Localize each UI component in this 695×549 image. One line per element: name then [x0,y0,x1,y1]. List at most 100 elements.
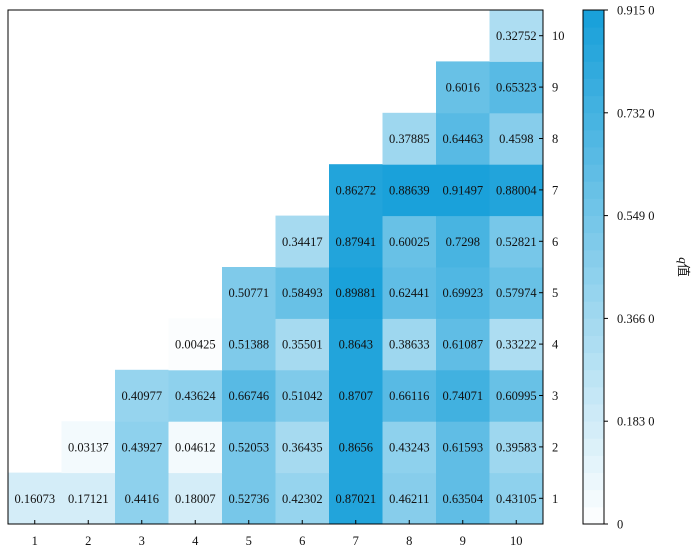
heatmap-cell-10-10 [489,10,544,62]
colorbar-segment [583,181,604,199]
cell-value-label: 0.89881 [335,286,376,300]
heatmap-cell-6-4 [275,318,330,371]
cell-value-label: 0.39583 [496,440,537,454]
colorbar-segment [583,301,604,319]
plot-frame [7,9,544,525]
x-tick-label: 9 [460,534,466,548]
cell-value-label: 0.6016 [446,81,480,95]
colorbar-tick-label: 0.549 0 [617,209,655,223]
cell-value-label: 0.63504 [442,492,483,506]
colorbar-segment [583,112,604,131]
cell-value-label: 0.65323 [496,81,537,95]
y-tick-label: 3 [552,389,558,403]
heatmap-cell-9-2 [436,421,490,474]
heatmap-cell-9-1 [436,472,490,525]
cell-value-label: 0.46211 [389,492,429,506]
cell-value-label: 0.17121 [68,492,109,506]
cell-value-label: 0.34417 [282,235,323,249]
heatmap-cell-5-5 [222,267,276,319]
cell-value-label: 0.38633 [389,338,430,352]
colorbar-segment [583,404,604,422]
cell-value-label: 0.43927 [121,440,162,454]
x-tick-label: 8 [406,534,412,548]
colorbar-segment [583,472,604,491]
heatmap-cell-9-7 [436,164,490,217]
cell-value-label: 0.03137 [68,440,109,454]
y-tick-label: 7 [552,183,558,197]
heatmap-cell-10-9 [489,61,544,114]
cell-value-label: 0.51042 [282,389,323,403]
colorbar-segment [583,386,604,405]
cell-value-label: 0.04612 [175,440,216,454]
colorbar-segment [583,335,604,354]
colorbar-segment [583,61,604,79]
heatmap-cell-8-8 [382,112,437,165]
colorbar-segment [583,421,604,439]
heatmap-cell-3-3 [115,369,169,422]
heatmap-cell-1-1 [8,472,62,525]
heatmap-cell-9-8 [436,112,490,165]
cell-value-label: 0.37885 [389,132,430,146]
colorbar-segment [583,455,604,473]
heatmap-cell-10-6 [489,215,544,268]
y-tick-label: 8 [552,132,558,146]
heatmap-cell-5-1 [222,472,276,525]
heatmap-cell-8-3 [382,369,437,422]
heatmap-cell-8-1 [382,472,437,525]
x-tick-label: 10 [510,534,523,548]
cell-value-label: 0.35501 [282,338,323,352]
heatmap-cell-10-3 [489,369,544,422]
heatmap-cell-8-6 [382,215,437,268]
heatmap-cell-2-1 [61,472,116,525]
heatmap-cell-4-3 [168,369,223,422]
heatmap-cell-9-5 [436,267,490,319]
cell-value-label: 0.4598 [499,132,533,146]
heatmap-cell-9-4 [436,318,490,371]
cell-value-label: 0.43105 [496,492,537,506]
cell-value-label: 0.43624 [175,389,216,403]
cell-value-label: 0.43243 [389,440,430,454]
colorbar-segment [583,267,604,285]
cell-value-label: 0.33222 [496,338,537,352]
heatmap-cell-2-2 [61,421,116,474]
cell-value-label: 0.58493 [282,286,323,300]
x-tick-label: 6 [299,534,305,548]
heatmap-cell-6-3 [275,369,330,422]
x-tick-label: 4 [192,534,199,548]
heatmap-cell-8-4 [382,318,437,371]
cell-value-label: 0.8656 [339,440,373,454]
cell-value-label: 0.60025 [389,235,430,249]
heatmap-cell-8-2 [382,421,437,474]
cell-value-label: 0.42302 [282,492,323,506]
colorbar-segment [583,27,604,45]
cell-value-label: 0.36435 [282,440,323,454]
cell-value-label: 0.57974 [496,286,537,300]
cell-value-label: 0.62441 [389,286,430,300]
heatmap-cell-7-5 [329,267,383,319]
cell-value-label: 0.8707 [339,389,373,403]
colorbar-tick-label: 0.183 0 [617,415,655,429]
y-tick-label: 10 [552,29,565,43]
heatmap-cell-10-8 [489,112,544,165]
colorbar: 0 0.183 0 0.366 0 0.549 0 0.732 0 0.915 0 q值 [582,4,691,532]
heatmap-cell-9-3 [436,369,490,422]
cell-value-label: 0.40977 [121,389,162,403]
colorbar-segment [583,249,604,268]
heatmap-cell-4-1 [168,472,223,525]
heatmap-cell-9-9 [436,61,490,114]
x-axis: 1 2 3 4 5 6 7 8 9 10 [32,520,523,548]
heatmap-cell-6-5 [275,267,330,319]
colorbar-segment [583,164,604,182]
heatmap-cell-6-1 [275,472,330,525]
cell-value-label: 0.8643 [339,338,373,352]
cell-value-label: 0.7298 [446,235,480,249]
cell-value-label: 0.18007 [175,492,216,506]
colorbar-segment [583,95,604,114]
colorbar-segment [583,44,604,62]
colorbar-tick-label: 0 [617,518,623,532]
y-tick-label: 5 [552,286,558,300]
colorbar-tick-label: 0.732 0 [617,106,655,120]
heatmap-cell-10-1 [489,472,544,525]
colorbar-title: q值 [676,257,691,277]
heatmap-cell-4-2 [168,421,223,474]
